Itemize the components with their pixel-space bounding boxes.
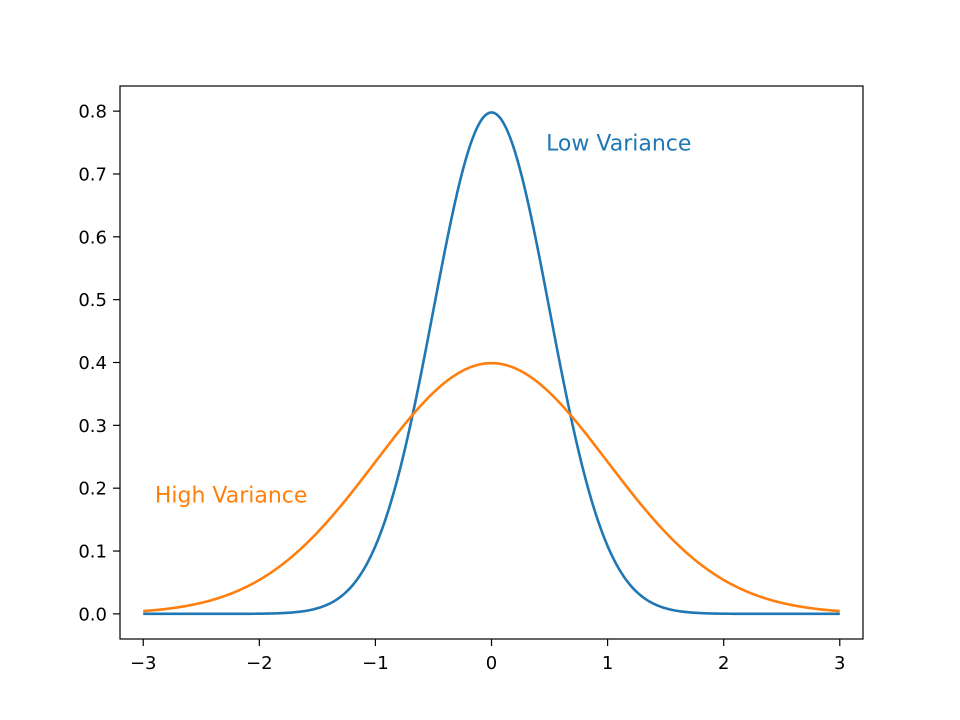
series-line-0 [143, 111, 840, 616]
y-tick-label: 0.1 [78, 542, 107, 563]
y-tick-label: 0.4 [78, 353, 107, 374]
x-tick-label: −2 [246, 653, 273, 674]
x-tick-label: 2 [718, 653, 729, 674]
x-tick-label: 1 [602, 653, 613, 674]
annotation-layer: Low Variance High Variance [155, 132, 692, 509]
x-axis: −3 −2 −1 0 1 2 3 [130, 639, 846, 674]
y-tick-label: 0.3 [78, 416, 107, 437]
y-tick-label: 0.6 [78, 227, 107, 248]
y-tick-label: 0.5 [78, 290, 107, 311]
annotation-label-1: High Variance [155, 483, 308, 508]
x-tick-label: 0 [486, 653, 497, 674]
x-tick-label: −1 [362, 653, 389, 674]
y-tick-label: 0.0 [78, 604, 107, 625]
y-axis: 0.0 0.1 0.2 0.3 0.4 0.5 0.6 0.7 0.8 [78, 102, 120, 625]
x-tick-label: 3 [834, 653, 845, 674]
x-tick-label: −3 [130, 653, 157, 674]
y-tick-label: 0.7 [78, 164, 107, 185]
series-layer [143, 111, 840, 616]
y-tick-label: 0.8 [78, 102, 107, 123]
series-line-1 [143, 361, 840, 613]
annotation-label-0: Low Variance [546, 132, 691, 157]
y-tick-label: 0.2 [78, 479, 107, 500]
